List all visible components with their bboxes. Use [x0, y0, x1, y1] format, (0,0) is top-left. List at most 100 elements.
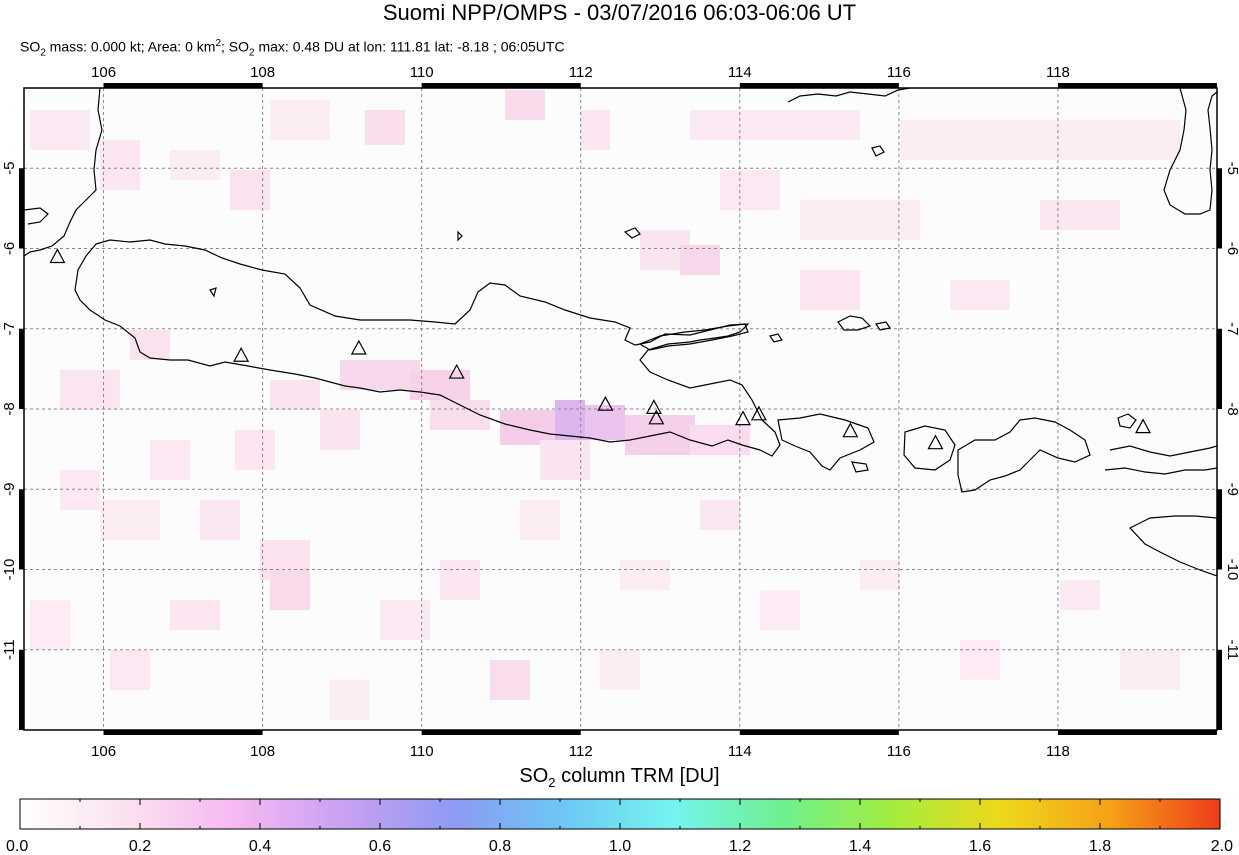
lon-label-top: 108: [250, 64, 275, 81]
colorbar-label: 0.2: [129, 838, 151, 855]
lat-label-left: -5: [1, 162, 18, 175]
lat-bar-right: [1217, 328, 1222, 409]
area-sup: 2: [215, 38, 221, 49]
coastline-sumatra: [24, 88, 103, 257]
lat-label-left: -7: [1, 322, 18, 335]
coastline-sulawesi: [1163, 88, 1217, 215]
lon-bar-top: [103, 83, 263, 88]
lon-label-top: 112: [569, 64, 593, 81]
lat-label-left: -6: [1, 242, 18, 255]
colorbar-labels: 0.0 0.2 0.4 0.6 0.8 1.0 1.2 1.4 1.6 1.8 2.0: [6, 838, 1233, 855]
lon-label-top: 114: [728, 64, 752, 81]
lat-bar-left: [19, 168, 24, 249]
lat-label-right: -9: [1224, 483, 1239, 496]
lon-label-top: 110: [410, 64, 434, 81]
colorbar-label: 0.6: [369, 838, 391, 855]
lon-bar-bottom: [421, 730, 581, 735]
volcano-marker: [648, 409, 665, 425]
lon-label-bottom: 110: [410, 743, 434, 760]
lat-label-right: -5: [1224, 162, 1239, 175]
lat-bar-right: [1217, 489, 1222, 570]
coastline-sumba: [1129, 515, 1217, 577]
lon-bar-bottom: [103, 730, 263, 735]
lat-bar-right: [1217, 649, 1222, 730]
lon-label-bottom: 108: [250, 743, 275, 760]
lat-bar-right: [1217, 168, 1222, 249]
lat-label-left: -9: [1, 483, 18, 496]
lon-bar-bottom: [1057, 730, 1217, 735]
colorbar-ticks: [19, 799, 1221, 829]
volcano-marker: [597, 395, 614, 411]
map-subtitle: SO2 mass: 0.000 kt; Area: 0 km2; SO2 max…: [20, 35, 565, 62]
lat-bar-left: [19, 328, 24, 409]
coastline-sumbawa: [957, 417, 1091, 493]
coastline-java: [74, 239, 781, 457]
frame-scale-bars: [19, 83, 1222, 735]
coastline-flores: [1109, 445, 1217, 457]
map-gridlines: [24, 88, 1217, 730]
colorbar-label: 0.8: [489, 838, 511, 855]
lat-bar-left: [19, 489, 24, 570]
lat-labels-right: -5 -6 -7 -8 -9 -10 -11: [1224, 162, 1239, 660]
cbar-title-prefix: SO: [519, 765, 549, 787]
volcano-marker: [448, 363, 465, 379]
lat-label-right: -6: [1224, 242, 1239, 255]
lon-label-bottom: 118: [1046, 743, 1070, 760]
lon-label-top: 106: [91, 64, 116, 81]
cbar-title-sub: 2: [548, 775, 556, 790]
colorbar-label: 0.0: [6, 838, 28, 855]
mass-rest: mass: 0.000 kt; Area: 0 km: [45, 38, 216, 55]
lat-label-left: -11: [1, 639, 18, 660]
colorbar-label: 0.4: [249, 838, 271, 855]
lat-label-right: -11: [1224, 639, 1239, 660]
volcano-marker: [1135, 418, 1152, 434]
max-rest: max: 0.48 DU at lon: 111.81 lat: -8.18 ;…: [254, 38, 565, 55]
colorbar-label: 1.8: [1089, 838, 1111, 855]
mass-sub: 2: [40, 47, 46, 59]
cbar-title-suffix: column TRM [DU]: [555, 765, 720, 787]
coastline-lombok: [903, 425, 956, 471]
lon-label-bottom: 112: [569, 743, 593, 760]
lon-label-bottom: 106: [91, 743, 116, 760]
lat-labels-left: -5 -6 -7 -8 -9 -10 -11: [1, 162, 18, 660]
lon-labels-top: 106 108 110 112 114 116 118: [91, 64, 1070, 81]
lat-label-right: -8: [1224, 402, 1239, 415]
lon-bar-top: [739, 83, 899, 88]
coastline-borneo: [787, 88, 911, 103]
mass-label: SO: [20, 38, 41, 55]
lat-label-left: -10: [1, 559, 18, 581]
volcano-marker: [750, 405, 767, 421]
coastline-madura: [638, 323, 749, 351]
colorbar-label: 1.6: [969, 838, 991, 855]
volcano-marker: [233, 346, 250, 362]
lat-label-left: -8: [1, 402, 18, 415]
colorbar-title: SO2 column TRM [DU]: [0, 764, 1239, 795]
volcano-marker: [49, 248, 66, 264]
colorbar-label: 2.0: [1211, 838, 1233, 855]
lat-label-right: -10: [1224, 559, 1239, 581]
so2-pixels: [30, 90, 1180, 720]
lon-bar-top: [421, 83, 581, 88]
coastline-bali: [777, 413, 875, 471]
max-label: ; SO: [221, 38, 250, 55]
volcano-marker: [645, 399, 662, 414]
volcano-markers: [49, 248, 1152, 450]
lon-labels-bottom: 106 108 110 112 114 116 118: [91, 743, 1070, 760]
colorbar-label: 1.2: [729, 838, 751, 855]
lon-label-bottom: 114: [728, 743, 752, 760]
lon-bar-top: [1057, 83, 1217, 88]
coastlines: [24, 88, 1217, 577]
colorbar-label: 1.0: [609, 838, 631, 855]
lon-label-top: 118: [1046, 64, 1070, 81]
volcano-marker: [842, 422, 859, 438]
volcano-marker: [927, 434, 944, 450]
lon-label-bottom: 116: [887, 743, 911, 760]
max-sub: 2: [249, 47, 255, 59]
volcano-marker: [350, 339, 367, 355]
map-title: Suomi NPP/OMPS - 03/07/2016 06:03-06:06 …: [382, 0, 857, 25]
lat-label-right: -7: [1224, 322, 1239, 335]
lon-bar-bottom: [739, 730, 899, 735]
lat-bar-left: [19, 649, 24, 730]
volcano-marker: [734, 410, 751, 426]
